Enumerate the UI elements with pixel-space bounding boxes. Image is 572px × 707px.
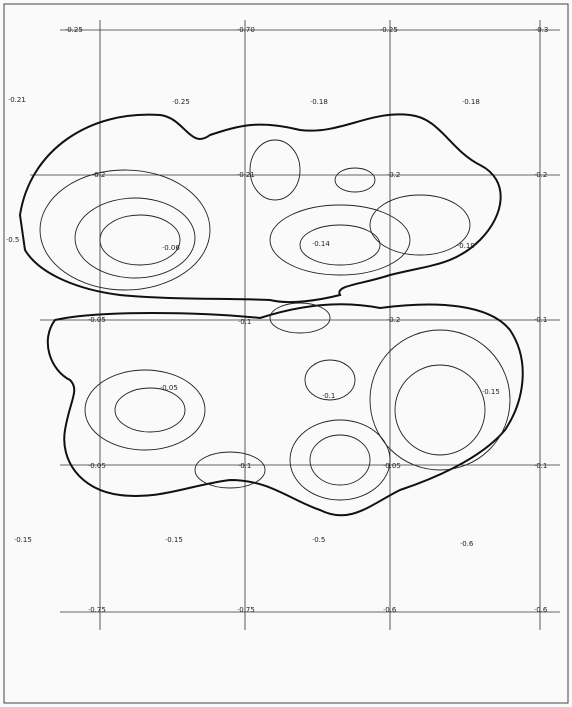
grid-label: ·0.25 (65, 26, 83, 34)
grid-label: ·0.75 (237, 606, 255, 614)
grid-label: ·0.2 (92, 171, 105, 179)
grid-label: ·0.05 (88, 462, 106, 470)
grid-label: ·0.6 (534, 606, 548, 614)
grid-label: ·0.21 (237, 171, 255, 179)
grid-label: ·0.1 (238, 462, 251, 470)
grid-label: ·0.18 (462, 98, 480, 106)
contour-map: ·0.25 ·0.70 ·0.25 ·0.3 ·0.21 ·0.25 ·0.18… (0, 0, 572, 707)
grid-label: ·0.14 (312, 240, 330, 248)
grid-label: ·0.75 (88, 606, 106, 614)
grid-label: ·0.1 (322, 392, 335, 400)
grid-label: ·0.2 (387, 171, 400, 179)
page (0, 0, 572, 707)
grid-label: ·0.15 (165, 536, 183, 544)
grid-label: ·0.25 (172, 98, 190, 106)
grid-label: ·0.5 (6, 236, 19, 244)
grid-label: ·0.1 (238, 318, 251, 326)
grid-label: ·0.19 (457, 242, 475, 250)
grid-label: ·0.18 (310, 98, 328, 106)
grid-label: ·0.2 (387, 316, 400, 324)
grid-label: ·0.15 (482, 388, 500, 396)
grid-label: ·0.15 (14, 536, 32, 544)
grid-label: ·0.70 (237, 26, 255, 34)
grid-label: ·0.05 (160, 384, 178, 392)
grid-label: ·0.25 (380, 26, 398, 34)
grid-label: ·0.21 (8, 96, 26, 104)
grid-label: ·0.1 (534, 316, 547, 324)
grid-label: ·0.06 (162, 244, 180, 252)
grid-label: ·0.1 (534, 462, 547, 470)
grid-label: ·0.6 (383, 606, 397, 614)
grid-label: ·0.2 (534, 171, 547, 179)
grid-label: ·0.5 (312, 536, 325, 544)
grid-label: ·0.3 (535, 26, 548, 34)
grid-label: ·0.6 (460, 540, 474, 548)
grid-label: ·0.05 (88, 316, 106, 324)
grid-label: ·0.05 (383, 462, 401, 470)
